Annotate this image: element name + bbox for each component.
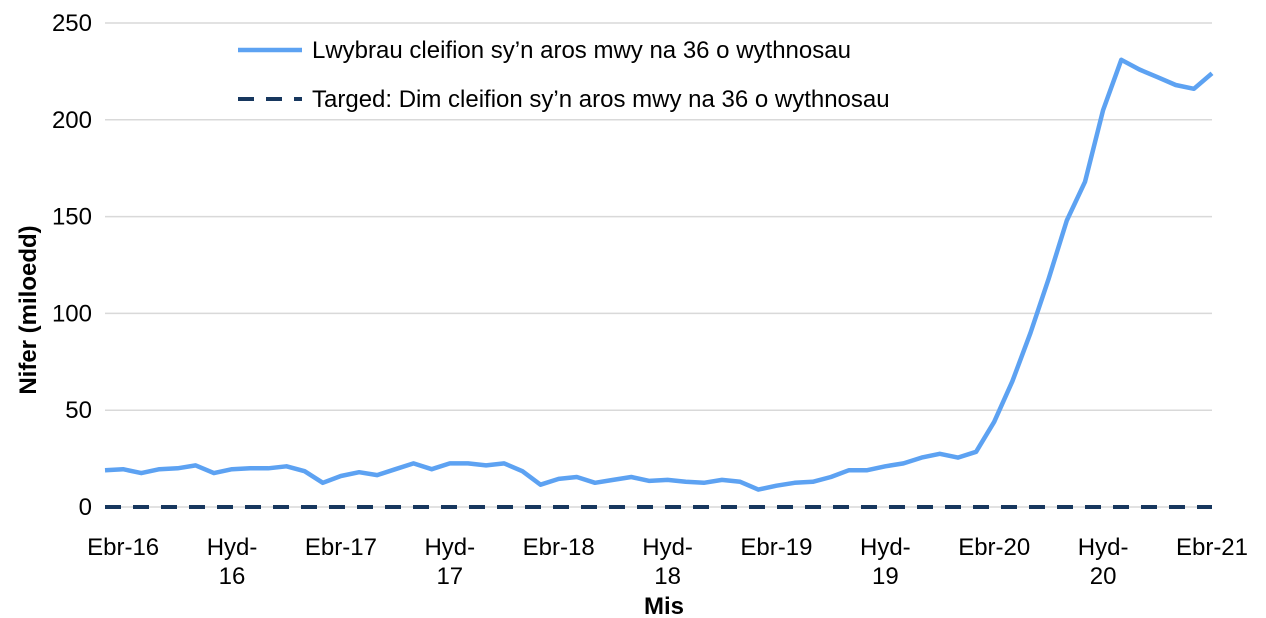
x-tick-label: Ebr-17 (305, 534, 377, 561)
x-tick-label: Hyd-18 (642, 534, 693, 590)
x-tick-label: Ebr-19 (740, 534, 812, 561)
x-tick-label: Hyd-16 (207, 534, 258, 590)
y-tick-label: 0 (79, 494, 92, 521)
x-tick-label: Ebr-20 (958, 534, 1030, 561)
y-tick-label: 50 (65, 397, 92, 424)
x-tick-label: Hyd-20 (1078, 534, 1129, 590)
x-tick-label: Hyd-19 (860, 534, 911, 590)
y-tick-label: 250 (52, 10, 92, 37)
x-axis-label: Mis (644, 593, 684, 618)
y-tick-label: 100 (52, 300, 92, 327)
x-tick-label: Ebr-21 (1176, 534, 1248, 561)
series-line (104, 57, 1214, 492)
x-tick-label: Ebr-16 (87, 534, 159, 561)
y-axis-label: Nifer (miloedd) (15, 225, 42, 394)
y-tick-label: 150 (52, 204, 92, 231)
legend-label: Lwybrau cleifion sy’n aros mwy na 36 o w… (312, 37, 851, 64)
x-tick-label: Hyd-17 (424, 534, 475, 590)
legend-label: Targed: Dim cleifion sy’n aros mwy na 36… (312, 86, 890, 113)
x-tick-label: Ebr-18 (523, 534, 595, 561)
y-tick-label: 200 (52, 107, 92, 134)
